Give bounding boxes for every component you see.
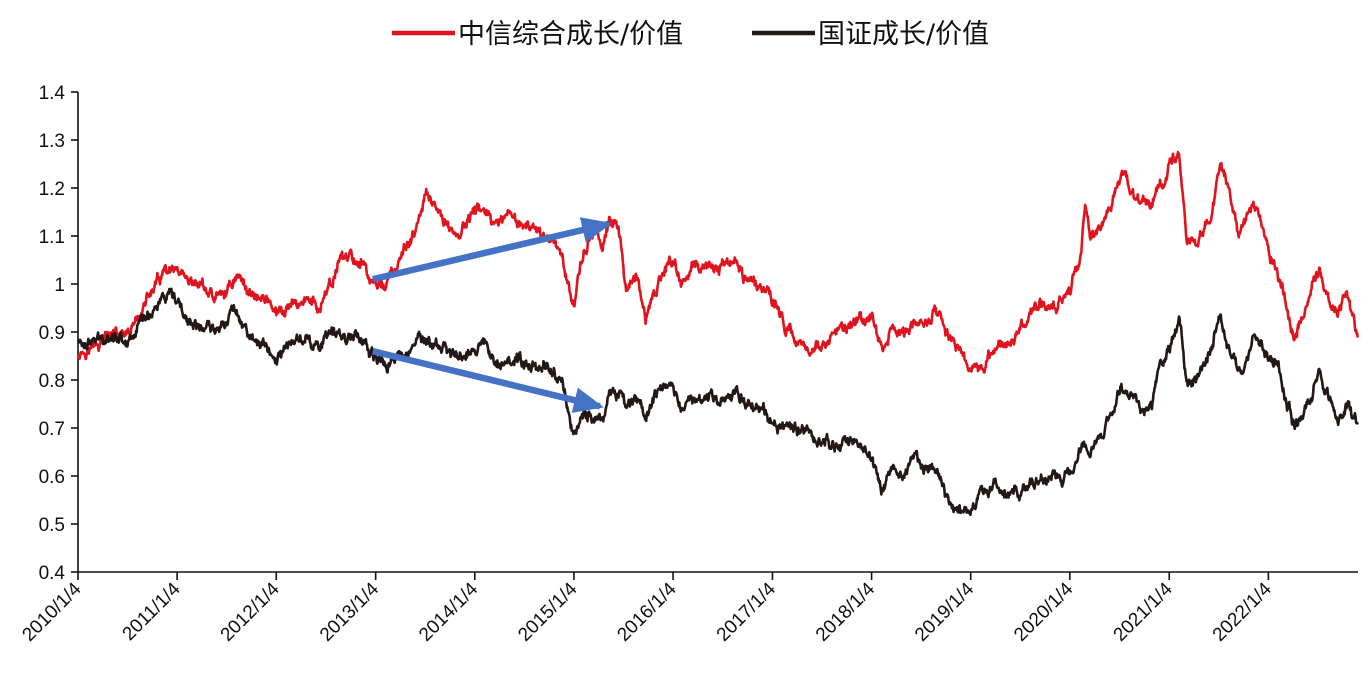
x-tick-label: 2013/1/4 bbox=[316, 578, 383, 645]
x-tick-label: 2019/1/4 bbox=[911, 578, 978, 645]
y-tick-label: 0.4 bbox=[39, 563, 66, 584]
trend-arrow-0 bbox=[372, 217, 613, 283]
x-tick-label: 2016/1/4 bbox=[613, 578, 680, 645]
y-tick-label: 0.6 bbox=[39, 467, 65, 488]
x-tick-label: 2012/1/4 bbox=[217, 578, 284, 645]
x-tick-label: 2018/1/4 bbox=[812, 578, 879, 645]
x-tick-label: 2014/1/4 bbox=[415, 578, 482, 645]
annotation-layer bbox=[372, 217, 613, 413]
legend-item-1: 国证成长/价值 bbox=[752, 19, 989, 50]
x-tick-label: 2022/1/4 bbox=[1209, 578, 1276, 645]
y-tick-label: 1.1 bbox=[39, 227, 65, 248]
y-tick-label: 0.8 bbox=[39, 371, 65, 392]
y-axis-ticks: 1.4 1.3 1.2 1.1 1 0.9 0.8 0.7 0.6 0.5 0.4 bbox=[39, 83, 78, 584]
legend-item-0: 中信综合成长/价值 bbox=[392, 19, 683, 50]
y-tick-label: 0.9 bbox=[39, 323, 65, 344]
series-line-0 bbox=[76, 150, 1359, 374]
trend-arrow-1 bbox=[372, 348, 604, 413]
x-tick-label: 2010/1/4 bbox=[18, 578, 85, 645]
y-tick-label: 0.5 bbox=[39, 515, 65, 536]
x-tick-label: 2011/1/4 bbox=[119, 578, 185, 644]
y-axis: 1.4 1.3 1.2 1.1 1 0.9 0.8 0.7 0.6 0.5 0.4 bbox=[39, 83, 79, 584]
series-line-1 bbox=[76, 287, 1359, 517]
y-tick-label: 0.7 bbox=[39, 419, 65, 440]
x-tick-label: 2017/1/4 bbox=[713, 578, 780, 645]
y-tick-label: 1.3 bbox=[39, 131, 65, 152]
x-tick-label: 2020/1/4 bbox=[1010, 578, 1077, 645]
legend: 中信综合成长/价值 国证成长/价值 bbox=[392, 19, 989, 50]
legend-label-1: 国证成长/价值 bbox=[818, 19, 989, 50]
y-tick-label: 1 bbox=[54, 275, 65, 296]
y-tick-label: 1.2 bbox=[39, 179, 65, 200]
x-tick-label: 2021/1/4 bbox=[1110, 578, 1177, 645]
y-tick-label: 1.4 bbox=[39, 83, 66, 104]
x-tick-label: 2015/1/4 bbox=[514, 578, 581, 645]
x-axis-ticks: 2010/1/4 2011/1/4 2012/1/4 2013/1/4 2014/1/4… bbox=[18, 572, 1276, 646]
x-axis: 2010/1/4 2011/1/4 2012/1/4 2013/1/4 2014/1/4… bbox=[18, 571, 1358, 646]
legend-label-0: 中信综合成长/价值 bbox=[458, 19, 683, 50]
series-layer bbox=[76, 150, 1359, 517]
